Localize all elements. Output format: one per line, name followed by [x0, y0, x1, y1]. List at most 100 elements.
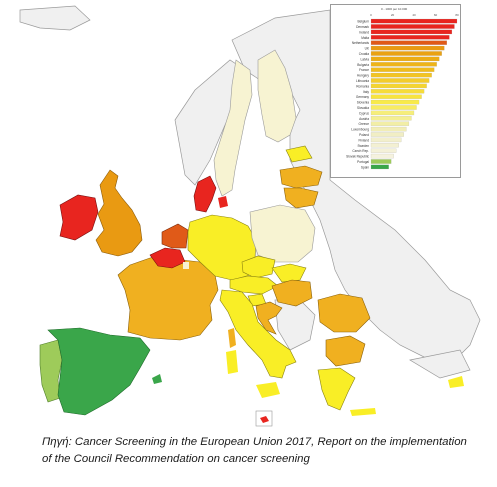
inset-country-label: Portugal [357, 160, 369, 164]
inset-country-label: Romania [356, 84, 369, 88]
crete [350, 408, 376, 416]
inset-country-label: Croatia [359, 52, 370, 56]
malta [260, 416, 269, 423]
inset-country-bar [370, 121, 410, 126]
latvia [279, 165, 323, 189]
iceland [19, 5, 91, 31]
inset-country-label: Slovak Republic [346, 155, 369, 159]
ireland [59, 194, 99, 241]
balearic-islands [152, 374, 162, 384]
inset-country-bar [370, 24, 455, 29]
inset-country-bar [370, 62, 437, 67]
inset-country-label: Ireland [359, 30, 369, 34]
europe-map [19, 5, 481, 427]
inset-country-bar [370, 137, 402, 143]
inset-axis-tick: 40 [412, 13, 416, 17]
inset-country-bar [370, 83, 427, 89]
denmark-islands [218, 196, 228, 208]
inset-country-label: Denmark [356, 25, 369, 29]
inset-country-label: UK [365, 47, 370, 51]
sweden [213, 59, 253, 197]
inset-country-label: Lithuania [356, 79, 369, 83]
inset-country-label: Latvia [360, 57, 369, 61]
uk [95, 169, 143, 257]
inset-country-label: Hungary [357, 74, 369, 78]
cyprus [448, 376, 464, 388]
inset-country-bar [370, 116, 412, 121]
inset-country-label: Slovakia [357, 106, 369, 110]
estonia [285, 145, 313, 163]
sicily [256, 382, 280, 398]
corsica [228, 328, 236, 348]
inset-country-bar [370, 99, 420, 105]
inset-axis-tick: 20 [391, 13, 395, 17]
inset-country-bar [370, 132, 404, 137]
inset-country-bar [370, 29, 453, 35]
inset-country-bar [370, 72, 432, 78]
inset-country-bar [370, 56, 440, 62]
caption-line-1: Πηγή: Cancer Screening in the European U… [42, 436, 467, 448]
inset-country-label: Slovenia [357, 101, 369, 105]
inset-country-bar [370, 153, 394, 159]
austria [229, 275, 279, 295]
caption-line-2: of the Council Recommendation on cancer … [42, 453, 310, 465]
inset-country-bar [370, 110, 415, 116]
inset-country-label: Belgium [357, 20, 369, 24]
inset-country-bar [370, 78, 430, 83]
inset-country-label: France [359, 68, 369, 72]
inset-country-bar [370, 159, 392, 164]
czech-republic [241, 255, 276, 279]
italy [219, 289, 297, 379]
sardinia [226, 350, 238, 374]
greece [317, 367, 356, 411]
lithuania [283, 187, 319, 209]
inset-country-label: Sweden [357, 144, 369, 148]
inset-country-label: Austria [359, 117, 369, 121]
inset-country-bar [370, 40, 447, 45]
inset-country-label: Czech Rep. [352, 149, 369, 153]
inset-country-bar [370, 143, 399, 148]
inset-country-bar [370, 18, 458, 24]
inset-country-bar [370, 148, 397, 153]
inset-country-bar [370, 67, 435, 72]
poland [249, 204, 316, 263]
inset-country-bar [370, 126, 407, 132]
inset-country-label: Bulgaria [357, 63, 369, 67]
slovakia [271, 263, 307, 283]
inset-country-bar [370, 45, 445, 51]
inset-country-label: Spain [361, 165, 369, 169]
inset-scale-label: 0 - 1000 per 10.000 [381, 7, 408, 11]
denmark [193, 175, 217, 213]
inset-country-label: Germany [356, 95, 370, 99]
inset-country-label: Finland [359, 138, 370, 142]
finland [257, 49, 297, 143]
netherlands [161, 223, 189, 249]
france [117, 254, 219, 341]
hungary [271, 279, 313, 307]
inset-country-label: Luxembourg [351, 128, 369, 132]
inset-country-label: Netherlands [352, 41, 370, 45]
turkey [409, 349, 471, 379]
inset-country-bar [370, 35, 450, 40]
inset-country-bar [370, 164, 389, 170]
ranking-inset-chart: 0 - 1000 per 10.000 0 20 40 60 80 Belgium Denm… [330, 4, 461, 178]
inset-country-bar [370, 89, 425, 94]
inset-country-label: Greece [359, 122, 370, 126]
inset-axis-tick: 60 [434, 13, 438, 17]
luxembourg [183, 262, 189, 269]
romania [317, 293, 371, 333]
inset-country-bar [370, 51, 442, 56]
spain [47, 327, 151, 416]
inset-axis-tick: 80 [455, 13, 459, 17]
inset-axis-tick: 0 [370, 13, 372, 17]
inset-country-bar [370, 94, 422, 99]
inset-country-label: Cyprus [359, 111, 370, 115]
source-caption: Πηγή: Cancer Screening in the European U… [42, 434, 490, 468]
inset-country-label: Poland [359, 133, 369, 137]
inset-country-bar [370, 105, 417, 110]
bulgaria [325, 335, 366, 367]
inset-country-label: Malta [361, 36, 369, 40]
non-eu-land [19, 5, 481, 379]
croatia [255, 301, 283, 335]
